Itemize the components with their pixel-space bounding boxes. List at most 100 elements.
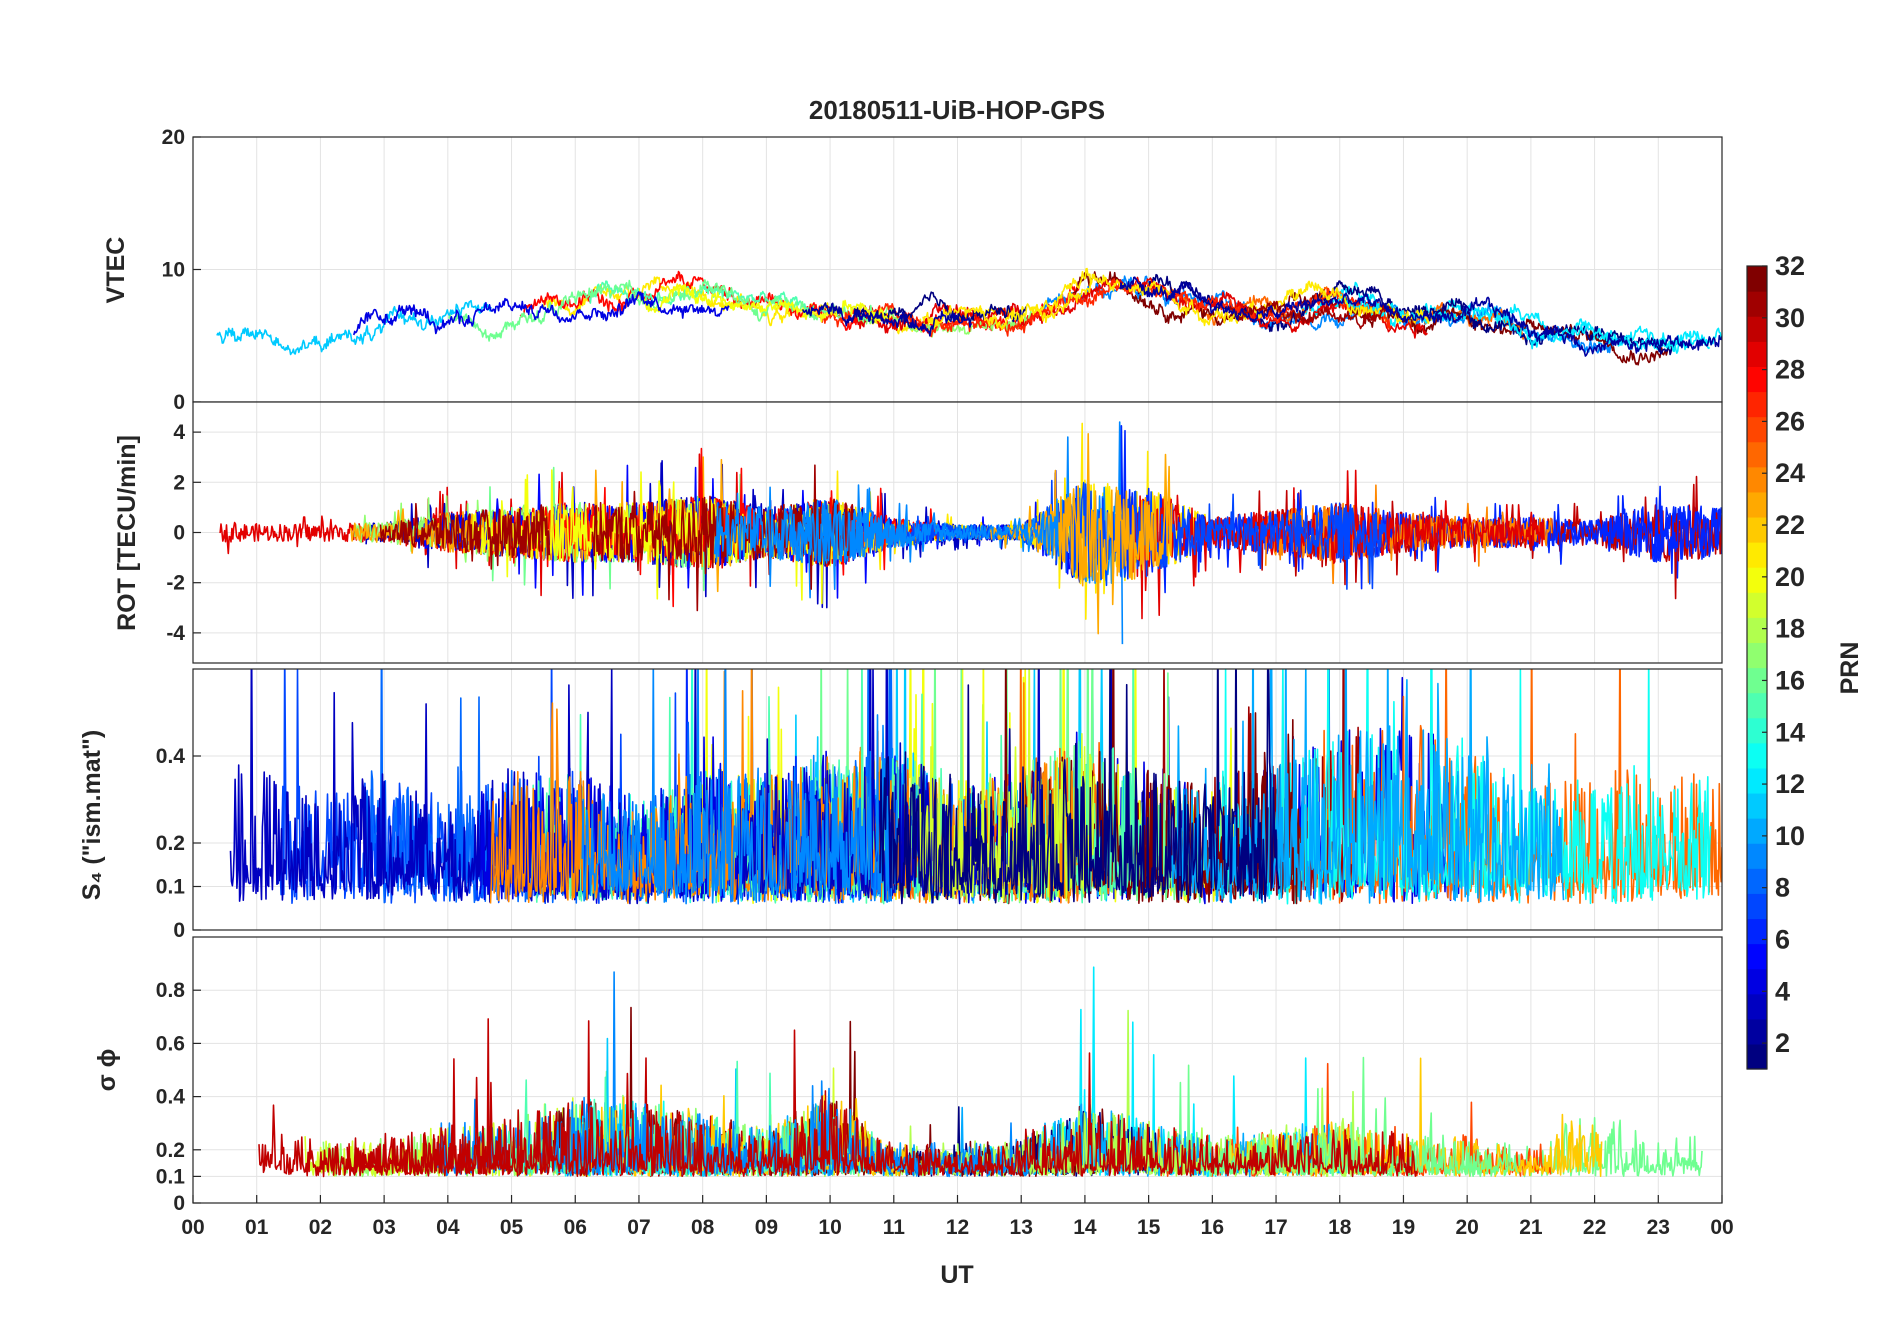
y-tick-label: 0 xyxy=(173,522,185,545)
x-tick-label: 11 xyxy=(883,1216,906,1239)
x-tick-label: 15 xyxy=(1137,1216,1161,1239)
x-axis-label: UT xyxy=(940,1261,973,1289)
panel-s4: 0 0.1 0.2 0.4 S₄ ("ism.mat") xyxy=(78,668,1723,942)
colorbar-swatch-prn-14 xyxy=(1747,717,1767,744)
series-prn-32 xyxy=(1068,271,1673,366)
colorbar-swatch-prn-21 xyxy=(1747,542,1767,568)
series-prn-2 xyxy=(1119,276,1722,357)
panel-vtec: 0 10 20 VTEC xyxy=(102,126,1723,414)
series-prn-21 xyxy=(922,282,1092,331)
x-tick-label: 03 xyxy=(372,1216,395,1239)
colorbar-swatch-prn-28 xyxy=(1747,366,1767,393)
x-tick-label: 21 xyxy=(1519,1216,1543,1239)
colorbar-tick-label: 28 xyxy=(1775,355,1805,385)
colorbar-swatch-prn-29 xyxy=(1747,341,1767,367)
colorbar-tick-label: 26 xyxy=(1775,406,1805,436)
y-tick-label: 2 xyxy=(173,471,185,494)
colorbar-label: PRN xyxy=(1836,642,1864,695)
colorbar-swatch-prn-11 xyxy=(1747,792,1767,819)
colorbar-tick-label: 32 xyxy=(1775,251,1805,281)
x-tick-label: 10 xyxy=(818,1216,841,1239)
colorbar-tick-label: 6 xyxy=(1775,924,1790,954)
x-tick-label: 20 xyxy=(1455,1216,1478,1239)
x-tick-label: 23 xyxy=(1647,1216,1670,1239)
colorbar-tick-label: 4 xyxy=(1775,976,1790,1006)
panel-vtec-y-ticks: 0 10 20 xyxy=(162,126,201,414)
y-tick-label: 0 xyxy=(173,1192,185,1215)
colorbar-swatch-prn-30 xyxy=(1747,316,1767,342)
colorbar-swatch-prn-23 xyxy=(1747,491,1767,518)
x-tick-label: 17 xyxy=(1264,1216,1287,1239)
panel-sigphi-series xyxy=(258,966,1703,1178)
colorbar-tick-label: 18 xyxy=(1775,614,1805,644)
series-prn-9 xyxy=(713,484,1060,587)
colorbar-swatch-prn-13 xyxy=(1747,742,1767,769)
panel-s4-series xyxy=(229,669,1722,905)
y-tick-label: 0.4 xyxy=(156,1086,186,1109)
colorbar-tick-label: 30 xyxy=(1775,303,1805,333)
series-prn-1 xyxy=(879,669,1281,905)
y-tick-label: -2 xyxy=(166,572,185,595)
panel-rot-y-label: ROT [TECU/min] xyxy=(113,435,141,631)
y-tick-label: -4 xyxy=(166,622,185,645)
colorbar-swatch-prn-12 xyxy=(1747,767,1767,794)
colorbar-swatch-prn-15 xyxy=(1747,692,1767,719)
colorbar-swatch-prn-25 xyxy=(1747,441,1767,468)
colorbar-swatch-prn-16 xyxy=(1747,667,1767,694)
x-tick-label: 16 xyxy=(1201,1216,1224,1239)
x-tick-label: 18 xyxy=(1328,1216,1352,1239)
y-tick-label: 20 xyxy=(162,126,185,149)
panel-vtec-series xyxy=(216,267,1722,366)
y-tick-label: 0.1 xyxy=(156,876,186,899)
colorbar-tick-label: 20 xyxy=(1775,562,1805,592)
series-prn-21 xyxy=(1031,267,1432,327)
panel-s4-y-ticks: 0 0.1 0.2 0.4 xyxy=(156,745,201,942)
x-tick-label: 04 xyxy=(436,1216,460,1239)
x-tick-label: 01 xyxy=(245,1216,269,1239)
panel-vtec-y-label: VTEC xyxy=(102,237,130,304)
y-tick-label: 0.1 xyxy=(156,1165,186,1188)
colorbar-swatch-prn-4 xyxy=(1747,968,1767,995)
y-tick-label: 4 xyxy=(173,421,185,444)
panel-rot: -4 -2 0 2 4 ROT [TECU/min] xyxy=(113,401,1723,664)
colorbar-tick-label: 22 xyxy=(1775,510,1805,540)
colorbar-swatch-prn-17 xyxy=(1747,642,1767,669)
colorbar-tick-label: 2 xyxy=(1775,1028,1790,1058)
y-tick-label: 0 xyxy=(173,919,185,942)
y-tick-label: 0.2 xyxy=(156,1139,185,1162)
colorbar-swatch-prn-3 xyxy=(1747,993,1767,1020)
x-tick-label: 08 xyxy=(691,1216,715,1239)
series-prn-9 xyxy=(552,1080,1030,1178)
x-tick-label: 05 xyxy=(500,1216,524,1239)
series-prn-9 xyxy=(581,669,899,905)
colorbar-tick-label: 12 xyxy=(1775,769,1805,799)
y-tick-label: 0.8 xyxy=(156,979,186,1002)
x-tick-label: 14 xyxy=(1073,1216,1097,1239)
series-prn-30 xyxy=(346,1018,915,1177)
colorbar-swatch-prn-22 xyxy=(1747,516,1767,543)
colorbar-swatches xyxy=(1747,266,1767,1070)
colorbar-swatch-prn-10 xyxy=(1747,818,1767,844)
panel-rot-series xyxy=(219,421,1722,645)
colorbar-swatch-prn-18 xyxy=(1747,617,1767,643)
colorbar-swatch-prn-27 xyxy=(1747,391,1767,418)
colorbar-tick-label: 24 xyxy=(1775,458,1805,488)
colorbar-swatch-prn-9 xyxy=(1747,843,1767,869)
series-prn-4 xyxy=(353,291,730,336)
series-prn-2 xyxy=(801,302,972,337)
panel-s4-y-label: S₄ ("ism.mat") xyxy=(78,730,106,900)
chart-title: 20180511-UiB-HOP-GPS xyxy=(809,95,1105,125)
series-prn-31 xyxy=(1228,300,1396,330)
series-prn-31 xyxy=(379,502,551,570)
x-tick-label: 13 xyxy=(1010,1216,1033,1239)
colorbar-swatch-prn-8 xyxy=(1747,868,1767,894)
colorbar-swatch-prn-32 xyxy=(1747,266,1767,292)
colorbar-tick-label: 16 xyxy=(1775,665,1805,695)
x-tick-label: 09 xyxy=(755,1216,778,1239)
colorbar-tick-label: 8 xyxy=(1775,873,1790,903)
series-prn-31 xyxy=(591,464,858,612)
